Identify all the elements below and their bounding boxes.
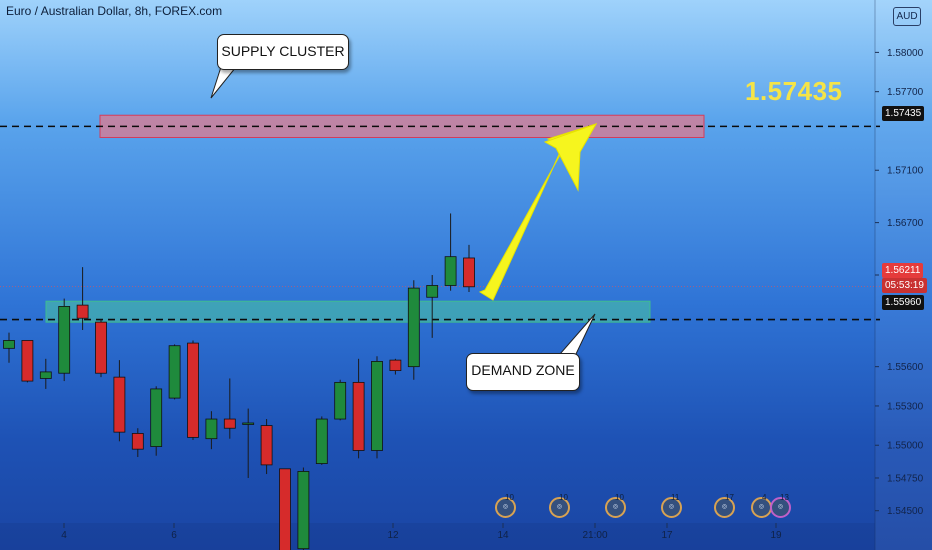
candle-bullish[interactable] [315,418,328,464]
candle-bearish[interactable] [187,342,199,438]
y-tick-label: 1.54750 [887,473,924,484]
event-globe-icon[interactable]: ◎ [605,497,626,518]
candle-bullish[interactable] [297,471,310,550]
y-tick-label: 1.54500 [887,506,924,517]
x-tick-label: 4 [61,530,67,541]
demand-zone[interactable] [45,300,651,323]
event-globe-icon[interactable]: ◎ [751,497,772,518]
event-globe-icon[interactable]: ◎ [661,497,682,518]
currency-button[interactable]: AUD [893,7,921,26]
event-count: 17 [725,493,734,502]
event-count: 13 [780,493,789,502]
candle-bullish[interactable] [168,345,181,399]
y-tick-label: 1.57100 [887,166,924,177]
projection-arrowhead [543,123,598,192]
candle-bearish[interactable] [463,257,475,288]
candle-bullish[interactable] [426,285,439,298]
candle-bullish[interactable] [58,306,71,374]
candle-bearish[interactable] [21,340,34,382]
supply-label-pointer [210,66,238,99]
candle-bullish[interactable] [371,361,383,451]
demand-zone-label: DEMAND ZONE [466,353,580,391]
candle-bullish[interactable] [334,381,347,420]
event-globe-icon[interactable]: ◎ [714,497,735,518]
x-tick-label: 6 [171,530,177,541]
event-count: 10 [615,493,624,502]
candle-bearish[interactable] [113,376,126,433]
x-tick-label: 12 [387,530,399,541]
y-tick-label: 1.55000 [887,441,924,452]
event-count: 10 [505,493,514,502]
candle-bullish[interactable] [205,418,218,440]
current-price-tag: 1.56211 [882,263,924,278]
event-count: 11 [671,493,680,502]
candle-bearish[interactable] [131,433,144,450]
candle-bullish[interactable] [444,256,457,286]
candle-bullish[interactable] [39,371,52,379]
candle-bearish[interactable] [352,381,365,451]
target-price-label: 1.57435 [745,76,843,106]
candle-bearish[interactable] [223,418,236,429]
x-tick-label: 19 [770,530,782,541]
y-tick-label: 1.58000 [887,48,924,59]
candle-bearish[interactable] [76,304,89,319]
candle-bullish[interactable] [3,340,15,349]
y-tick-label: 1.55600 [887,362,924,373]
event-globe-icon[interactable]: ◎ [495,497,516,518]
candle-bearish[interactable] [389,359,402,371]
event-count: 4 [762,493,767,502]
x-tick-label: 14 [497,530,509,541]
supply-cluster-label: SUPPLY CLUSTER [217,34,349,70]
candle-bearish[interactable] [279,468,291,550]
demand-price-tag: 1.55960 [882,295,925,310]
time-axis[interactable] [0,523,875,550]
candle-bearish[interactable] [95,321,107,374]
target-price-tag: 1.57435 [882,106,925,121]
candle-bullish[interactable] [407,287,420,368]
bar-countdown-tag: 05:53:19 [882,278,927,293]
event-globe-icon[interactable]: ◎ [770,497,791,518]
event-count: 10 [559,493,568,502]
x-tick-label: 21:00 [582,530,607,541]
y-tick-label: 1.55300 [887,401,924,412]
x-tick-label: 17 [661,530,673,541]
candle-bearish[interactable] [260,425,273,466]
candle-bullish[interactable] [150,388,163,447]
candle-bullish[interactable] [242,422,255,425]
y-tick-label: 1.57700 [887,87,924,98]
y-tick-label: 1.56700 [887,218,924,229]
chart-title: Euro / Australian Dollar, 8h, FOREX.com [6,4,223,18]
event-globe-icon[interactable]: ◎ [549,497,570,518]
